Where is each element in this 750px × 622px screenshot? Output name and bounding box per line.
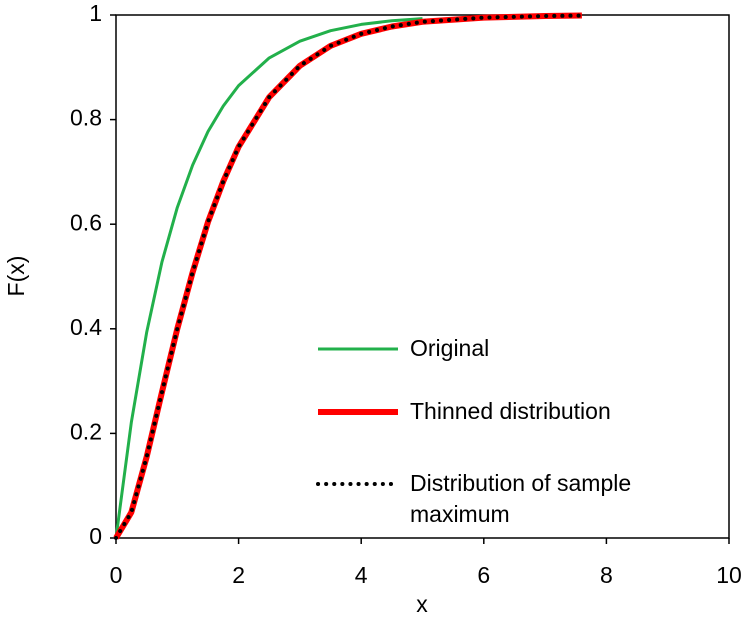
series-line <box>114 13 584 540</box>
legend-label: Distribution of sample maximum <box>410 470 632 527</box>
plot-frame <box>115 14 730 539</box>
x-tick-label: 6 <box>477 562 490 588</box>
y-tick-label: 0.6 <box>70 209 102 235</box>
x-tick-label: 10 <box>716 562 742 588</box>
x-tick-label: 0 <box>110 562 123 588</box>
x-tick-label: 8 <box>600 562 613 588</box>
y-tick-label: 1 <box>89 0 102 26</box>
y-tick-label: 0.4 <box>70 314 102 340</box>
y-tick-label: 0.8 <box>70 105 102 131</box>
series-line <box>113 12 582 540</box>
x-tick-label: 2 <box>232 562 245 588</box>
legend-label: Thinned distribution <box>410 398 611 424</box>
x-tick-label: 4 <box>355 562 368 588</box>
series-line <box>114 17 423 539</box>
legend-label: Original <box>410 335 490 361</box>
y-tick-label: 0.2 <box>70 418 102 444</box>
y-axis-label: F(x) <box>3 256 29 297</box>
x-axis-label: x <box>416 591 428 617</box>
y-tick-label: 0 <box>89 523 102 549</box>
